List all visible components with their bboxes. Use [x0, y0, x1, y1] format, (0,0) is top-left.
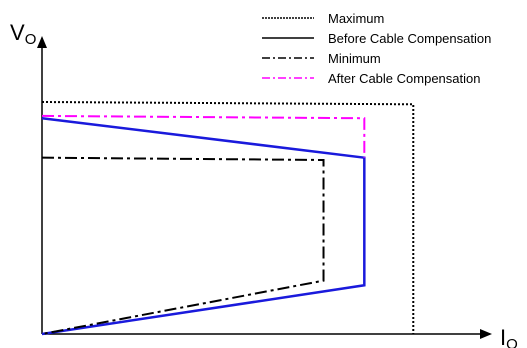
legend-label-3: After Cable Compensation: [328, 71, 480, 86]
series-line-maximum: [41, 101, 415, 334]
legend-label-1: Before Cable Compensation: [328, 31, 491, 46]
legend: Maximum Before Cable Compensation Minimum A…: [262, 11, 491, 86]
series-line-before-cable-compensation: [41, 116, 366, 336]
legend-label-2: Minimum: [328, 51, 381, 66]
series-layer: [41, 101, 415, 336]
series-line-minimum: [41, 156, 325, 335]
y-axis-label: VO: [10, 20, 36, 48]
legend-label-0: Maximum: [328, 11, 384, 26]
series-line-after-cable-compensation: [41, 114, 366, 158]
x-axis-label: IO: [500, 325, 518, 348]
